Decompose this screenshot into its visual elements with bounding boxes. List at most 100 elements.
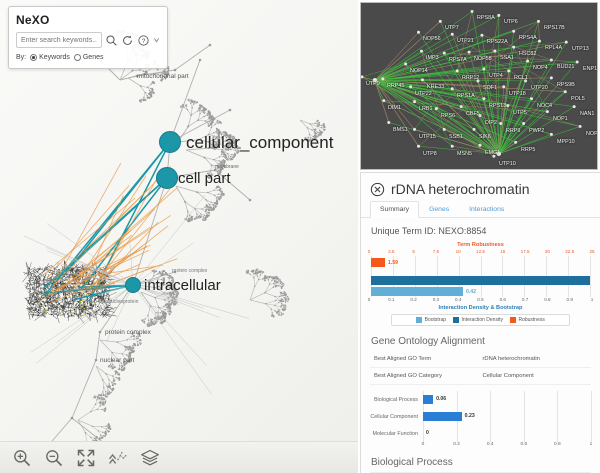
axis-tick-bottom: 0.3	[432, 297, 440, 302]
axis-tick-bottom: 0.1	[388, 297, 395, 302]
detail-header: rDNA heterochromatin	[361, 173, 600, 201]
radio-genes-label: Genes	[82, 54, 104, 61]
go-bar-row: Cellular Component 0.23	[361, 408, 592, 425]
search-by-genes-radio[interactable]: Genes	[73, 54, 104, 61]
go-section-title: Gene Ontology Alignment	[371, 336, 485, 347]
legend-swatch	[453, 317, 460, 323]
legend-swatch	[509, 317, 516, 323]
go-bar-label: Cellular Component	[370, 413, 418, 420]
go-category-chart: Biological Process 0.06 Cellular Component…	[361, 391, 593, 450]
tree-node-cellular-component[interactable]	[159, 131, 181, 153]
collapse-icon[interactable]	[108, 448, 128, 468]
axis-tick-top: 5	[412, 249, 415, 254]
gridline	[490, 391, 492, 408]
ontology-tree-panel[interactable]: cellular_component cell part intracellul…	[0, 0, 358, 473]
close-circle-icon[interactable]	[370, 182, 385, 197]
search-by-label: By:	[16, 54, 27, 61]
refresh-icon[interactable]	[121, 34, 134, 47]
chart-plot-area: 1.59 0.42	[371, 256, 591, 297]
tab-interactions[interactable]: Interactions	[469, 206, 505, 213]
go-bar-value: 0.23	[464, 413, 475, 419]
gridline	[456, 425, 458, 442]
search-input[interactable]	[16, 32, 102, 48]
axis-tick-bottom: 0.2	[410, 297, 417, 302]
go-bar-track: 0.06	[423, 391, 592, 408]
biological-process-title: Biological Process	[371, 457, 453, 468]
layers-icon[interactable]	[140, 448, 160, 468]
gridline	[557, 408, 559, 425]
bar-value-bootstrap: 0.42	[465, 289, 477, 295]
gridline	[591, 425, 592, 442]
zoom-in-icon[interactable]	[12, 448, 32, 468]
axis-tick-top: 20	[544, 249, 550, 254]
gridline	[590, 256, 591, 297]
go-bar-label: Molecular Function	[372, 430, 418, 437]
axis-tick-top: 12.5	[476, 249, 485, 254]
axis-tick-top: 7.5	[432, 249, 440, 254]
gene-network-graphic[interactable]	[361, 3, 597, 170]
bar-interaction-density	[371, 276, 590, 285]
gridline	[523, 425, 525, 442]
bar-bootstrap	[371, 287, 463, 296]
go-axis-tick: 0.4	[486, 442, 494, 447]
tab-summary[interactable]: Summary	[370, 201, 420, 218]
gridline	[490, 408, 492, 425]
radio-genes-indicator	[73, 54, 81, 61]
tree-node-cell-part[interactable]	[156, 167, 178, 189]
axis-tick-bottom: 0.6	[499, 297, 506, 302]
go-key: Best Aligned GO Term	[374, 356, 432, 362]
go-bar-value: 0.06	[436, 396, 447, 402]
go-key: Best Aligned GO Category	[374, 373, 442, 379]
tab-genes[interactable]: Genes	[429, 206, 450, 213]
axis-tick-top: 10	[455, 249, 461, 254]
term-detail-panel[interactable]: rDNA heterochromatin Summary Genes Inter…	[360, 172, 600, 473]
go-axis-tick: 1	[589, 442, 593, 447]
go-axis-tick: 0.2	[453, 442, 460, 447]
tree-node-intracellular[interactable]	[125, 277, 141, 293]
ontology-tree-graphic[interactable]	[0, 0, 358, 473]
axis-tick-top: 17.5	[520, 249, 530, 254]
detail-tabs[interactable]: Summary Genes Interactions	[361, 201, 600, 218]
go-bar	[423, 395, 434, 404]
help-icon[interactable]: ?	[137, 34, 150, 47]
axis-tick-bottom: 0.7	[521, 297, 529, 302]
chevron-down-icon[interactable]	[153, 36, 160, 45]
go-alignment-table: Best Aligned GO Term rDNA heterochromati…	[370, 351, 591, 385]
go-bar-row: Molecular Function 0	[361, 425, 592, 442]
chart-top-axis: 0 2.5 5 7.5 10 12.5 15 17.5 20 22.5 25	[368, 249, 595, 256]
unique-term-id: Unique Term ID: NEXO:8854	[371, 226, 487, 236]
chart-top-axis-title: Term Robustness	[457, 242, 504, 248]
go-axis-tick: 0.8	[554, 442, 561, 447]
axis-tick-top: 15	[500, 249, 506, 254]
axis-tick-top: 25	[589, 249, 595, 254]
axis-tick-bottom: 0	[367, 297, 371, 302]
radio-keywords-indicator	[30, 54, 38, 61]
tree-toolbar[interactable]	[0, 441, 358, 473]
fit-screen-icon[interactable]	[76, 448, 96, 468]
legend-item: Bootstrap	[416, 317, 446, 323]
axis-tick-top: 2.5	[388, 249, 395, 254]
legend-label: Interaction Density	[461, 317, 503, 323]
go-chart-axis: 0 0.2 0.4 0.6 0.8 1	[421, 442, 593, 450]
gridline	[591, 391, 592, 408]
gridline	[456, 391, 458, 408]
search-by-keywords-radio[interactable]: Keywords	[30, 54, 70, 61]
bar-value-robustness: 1.59	[387, 260, 399, 266]
legend-item: Interaction Density	[453, 317, 503, 323]
axis-tick-bottom: 1	[590, 297, 594, 302]
search-panel[interactable]: NeXO ? By:	[8, 6, 168, 69]
app-title: NeXO	[16, 13, 50, 27]
axis-tick-bottom: 0.9	[566, 297, 573, 302]
go-bar-track: 0.23	[423, 408, 592, 425]
go-bar-label: Biological Process	[373, 396, 418, 403]
go-axis-tick: 0	[421, 442, 425, 447]
robustness-chart: Term Robustness 0 2.5 5 7.5 10 12.5 15 17.5 20 22…	[361, 240, 600, 326]
bar-robustness	[371, 258, 385, 267]
zoom-out-icon[interactable]	[44, 448, 64, 468]
radio-keywords-label: Keywords	[39, 54, 70, 61]
gridline	[557, 391, 559, 408]
legend-label: Bootstrap	[424, 317, 447, 323]
gridline	[523, 391, 525, 408]
search-icon[interactable]	[105, 34, 118, 47]
gene-network-panel[interactable]: UTP9 UTP7 RPS8A UTP6 RPS17B NOP56 UTP21 RPS22A R…	[360, 2, 598, 170]
